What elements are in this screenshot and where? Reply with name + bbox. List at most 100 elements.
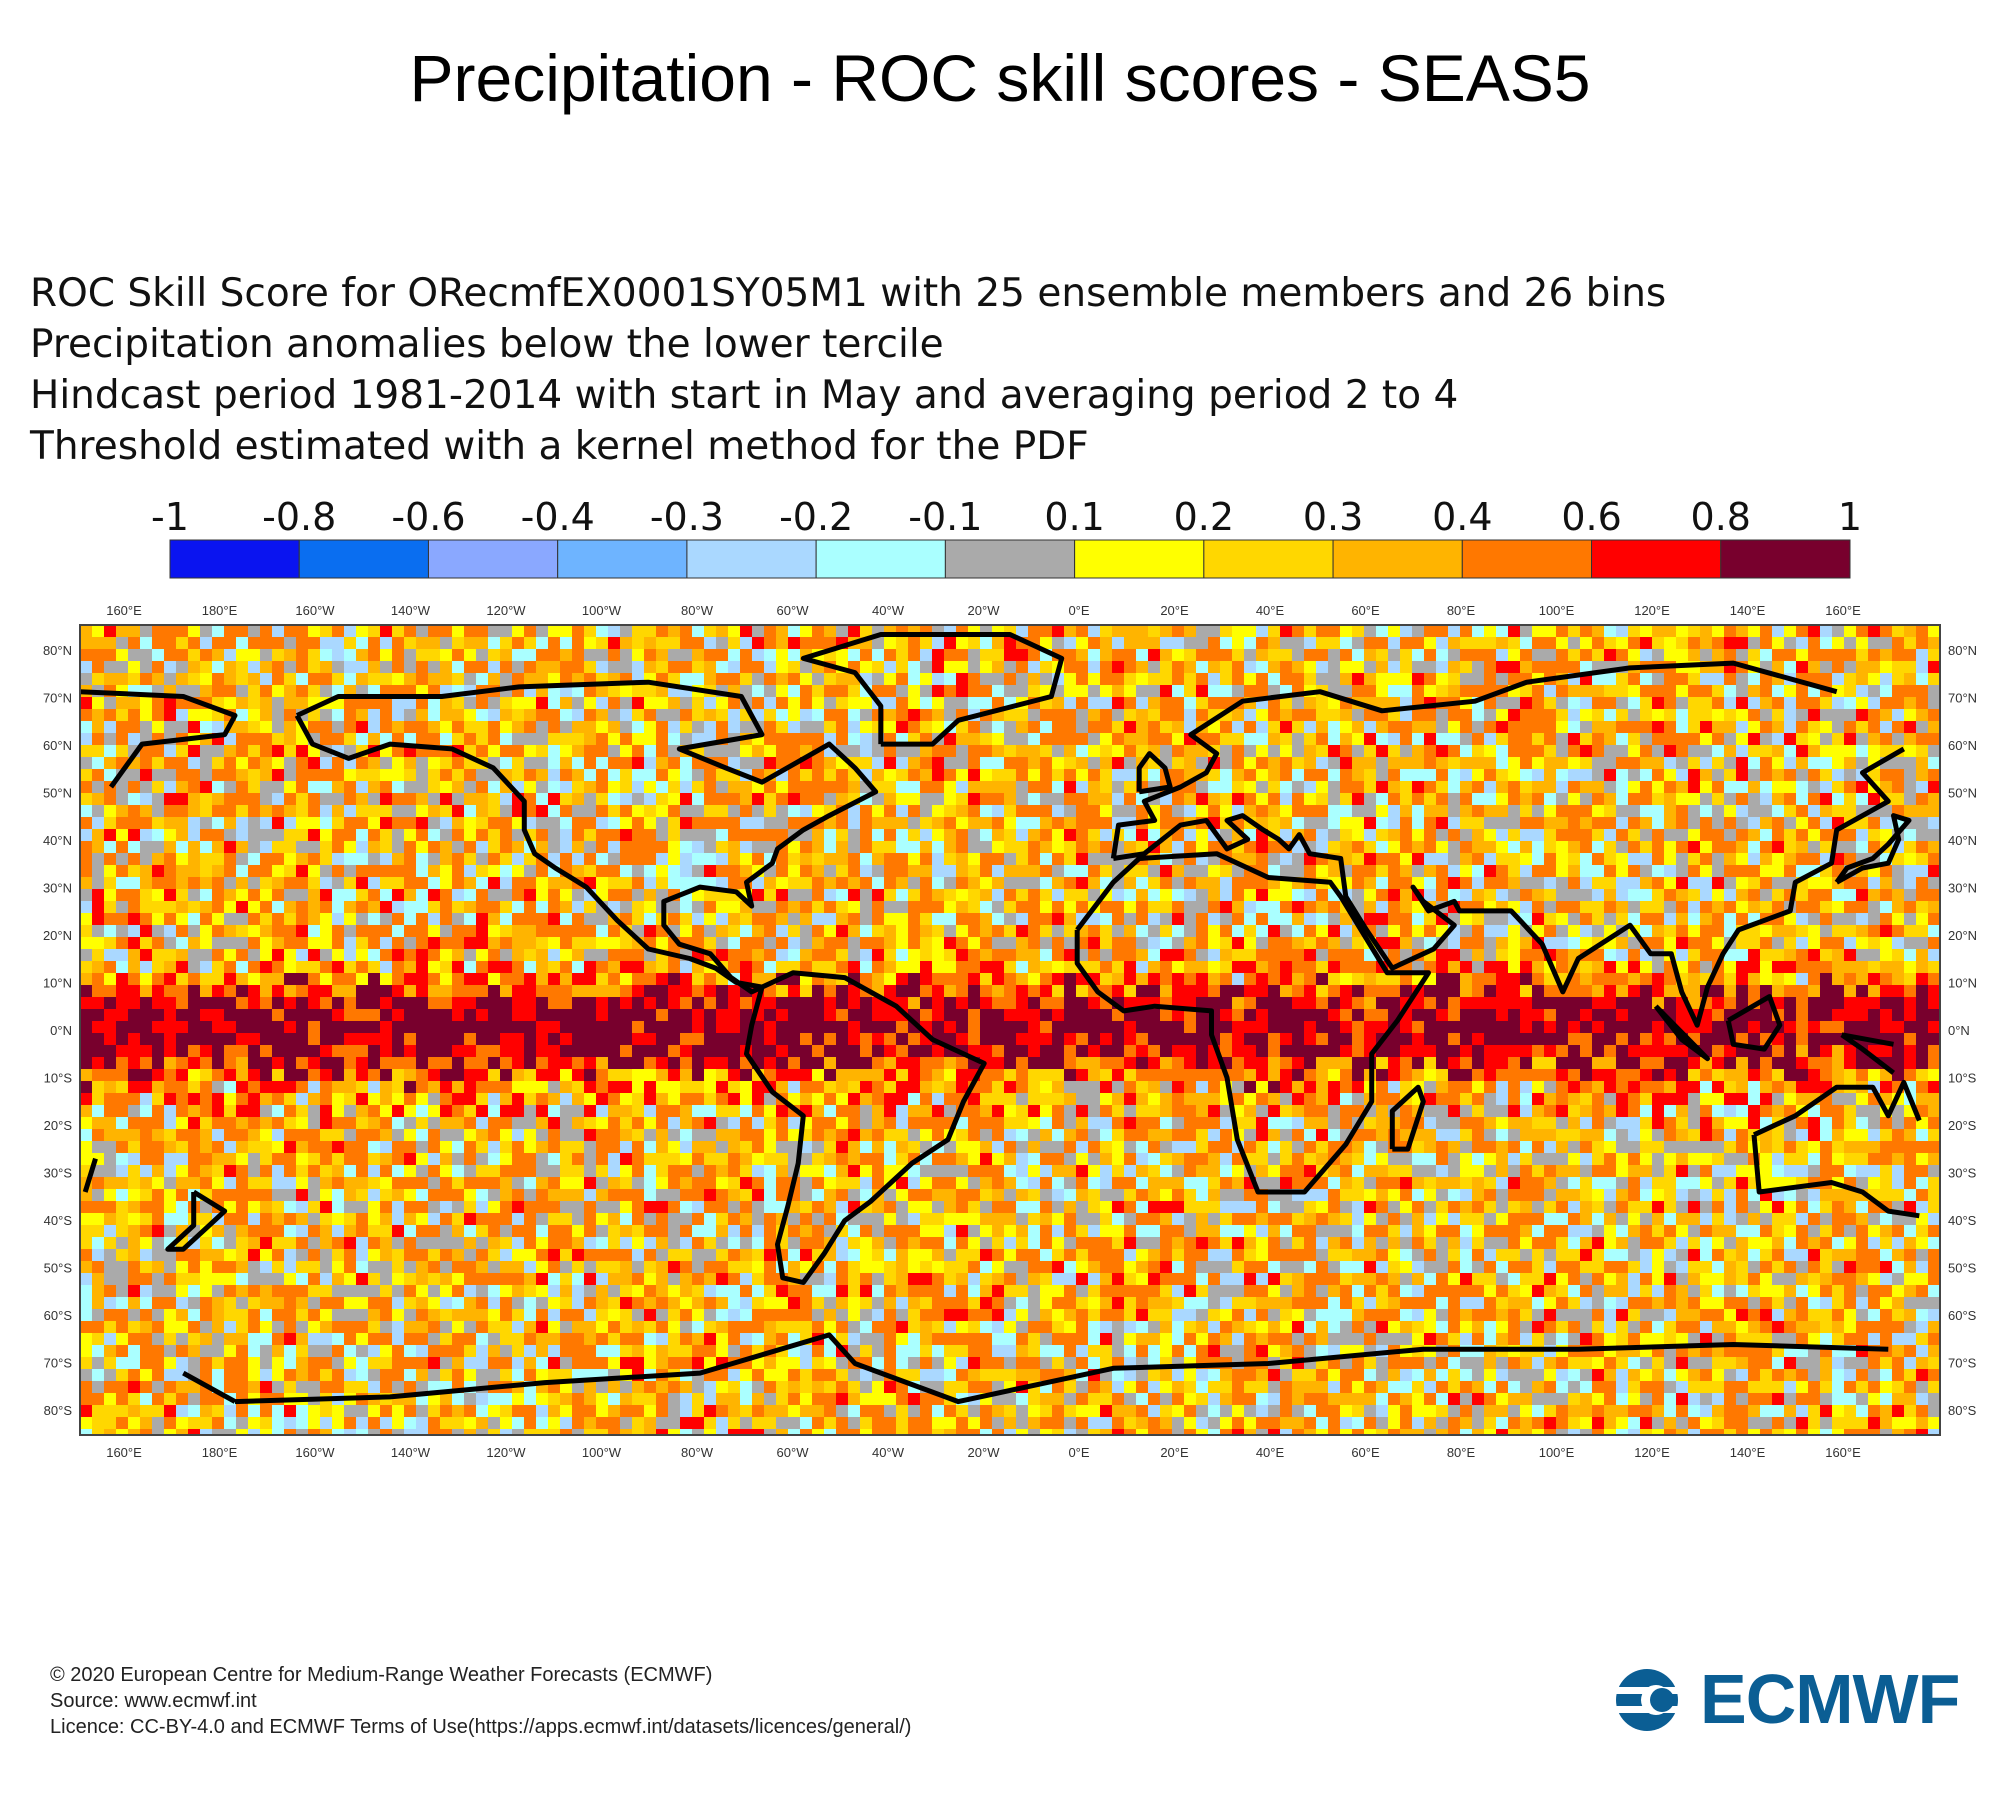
score-cell bbox=[752, 685, 764, 697]
score-cell bbox=[536, 781, 548, 793]
score-cell bbox=[1136, 925, 1148, 937]
score-cell bbox=[1712, 793, 1724, 805]
score-cell bbox=[476, 709, 488, 721]
score-cell bbox=[1436, 685, 1448, 697]
score-cell bbox=[788, 793, 800, 805]
score-cell bbox=[1568, 901, 1580, 913]
score-cell bbox=[884, 781, 896, 793]
score-cell bbox=[1100, 661, 1112, 673]
score-cell bbox=[188, 709, 200, 721]
score-cell bbox=[704, 841, 716, 853]
score-cell bbox=[440, 913, 452, 925]
score-cell bbox=[1928, 865, 1940, 877]
score-cell bbox=[1772, 961, 1784, 973]
score-cell bbox=[500, 985, 512, 997]
score-cell bbox=[1100, 973, 1112, 985]
score-cell bbox=[800, 769, 812, 781]
score-cell bbox=[560, 853, 572, 865]
score-cell bbox=[608, 745, 620, 757]
score-cell bbox=[1628, 625, 1640, 637]
score-cell bbox=[1760, 697, 1772, 709]
score-cell bbox=[620, 709, 632, 721]
score-cell bbox=[1052, 937, 1064, 949]
score-cell bbox=[1340, 997, 1352, 1009]
score-cell bbox=[1592, 649, 1604, 661]
score-cell bbox=[536, 745, 548, 757]
score-cell bbox=[404, 649, 416, 661]
score-cell bbox=[788, 913, 800, 925]
score-cell bbox=[944, 637, 956, 649]
score-cell bbox=[896, 781, 908, 793]
score-cell bbox=[1904, 949, 1916, 961]
score-cell bbox=[1352, 985, 1364, 997]
score-cell bbox=[332, 961, 344, 973]
score-cell bbox=[608, 625, 620, 637]
score-cell bbox=[800, 937, 812, 949]
score-cell bbox=[536, 913, 548, 925]
score-cell bbox=[332, 973, 344, 985]
score-cell bbox=[1172, 925, 1184, 937]
score-cell bbox=[1352, 649, 1364, 661]
score-cell bbox=[1568, 757, 1580, 769]
score-cell bbox=[584, 805, 596, 817]
score-cell bbox=[1748, 625, 1760, 637]
score-cell bbox=[1796, 721, 1808, 733]
score-cell bbox=[848, 697, 860, 709]
score-cell bbox=[224, 817, 236, 829]
score-cell bbox=[512, 757, 524, 769]
score-cell bbox=[1568, 625, 1580, 637]
score-cell bbox=[1112, 949, 1124, 961]
score-cell bbox=[464, 625, 476, 637]
score-cell bbox=[1244, 745, 1256, 757]
score-cell bbox=[704, 709, 716, 721]
score-cell bbox=[1460, 973, 1472, 985]
score-cell bbox=[1796, 973, 1808, 985]
score-cell bbox=[1748, 901, 1760, 913]
score-cell bbox=[1568, 805, 1580, 817]
score-cell bbox=[536, 889, 548, 901]
score-cell bbox=[1268, 745, 1280, 757]
score-cell bbox=[512, 961, 524, 973]
score-cell bbox=[1244, 901, 1256, 913]
score-cell bbox=[440, 649, 452, 661]
score-cell bbox=[1496, 985, 1508, 997]
score-cell bbox=[1892, 649, 1904, 661]
score-cell bbox=[320, 733, 332, 745]
score-cell bbox=[920, 721, 932, 733]
score-cell bbox=[608, 793, 620, 805]
score-cell bbox=[980, 901, 992, 913]
score-cell bbox=[392, 841, 404, 853]
score-cell bbox=[272, 949, 284, 961]
score-cell bbox=[1784, 781, 1796, 793]
score-cell bbox=[1160, 817, 1172, 829]
score-cell bbox=[560, 913, 572, 925]
score-cell bbox=[1640, 841, 1652, 853]
score-cell bbox=[944, 877, 956, 889]
score-cell bbox=[1784, 757, 1796, 769]
page-title: Precipitation - ROC skill scores - SEAS5 bbox=[409, 41, 1591, 115]
score-cell bbox=[572, 793, 584, 805]
score-cell bbox=[620, 913, 632, 925]
score-cell bbox=[356, 817, 368, 829]
score-cell bbox=[1796, 913, 1808, 925]
score-cell bbox=[164, 841, 176, 853]
score-cell bbox=[200, 877, 212, 889]
score-cell bbox=[1040, 757, 1052, 769]
score-cell bbox=[344, 949, 356, 961]
score-cell bbox=[1304, 625, 1316, 637]
score-cell bbox=[632, 985, 644, 997]
score-cell bbox=[452, 901, 464, 913]
score-cell bbox=[1208, 889, 1220, 901]
score-cell bbox=[1904, 745, 1916, 757]
score-cell bbox=[80, 949, 92, 961]
score-cell bbox=[1544, 997, 1556, 1009]
score-cell bbox=[260, 661, 272, 673]
score-cell bbox=[1076, 757, 1088, 769]
score-cell bbox=[980, 757, 992, 769]
score-cell bbox=[224, 985, 236, 997]
score-cell bbox=[560, 769, 572, 781]
score-cell bbox=[560, 673, 572, 685]
score-cell bbox=[1124, 769, 1136, 781]
score-cell bbox=[1400, 937, 1412, 949]
score-cell bbox=[668, 757, 680, 769]
